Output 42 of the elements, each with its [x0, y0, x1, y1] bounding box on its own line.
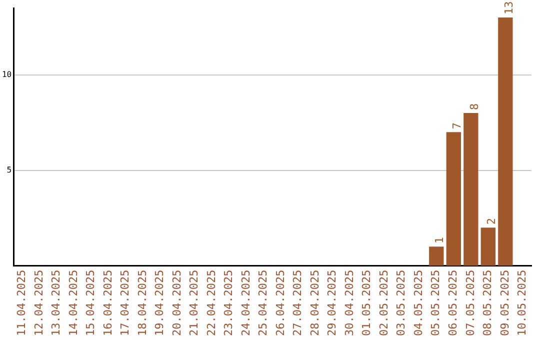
- bar: [498, 18, 513, 266]
- x-tick-label: 16.04.2025: [101, 270, 114, 336]
- x-tick-label: 23.04.2025: [222, 270, 236, 336]
- x-tick-label: 19.04.2025: [153, 270, 166, 336]
- bar: [446, 132, 461, 266]
- x-tick-label: 10.05.2025: [516, 270, 529, 336]
- x-tick-label: 11.04.2025: [15, 270, 28, 336]
- x-tick-label: 30.04.2025: [342, 270, 356, 336]
- x-tick-label: 26.04.2025: [274, 270, 287, 336]
- bar: [464, 113, 478, 266]
- data-label: 1: [433, 237, 446, 244]
- x-tick-label: 22.04.2025: [204, 270, 218, 336]
- x-tick-label: 21.04.2025: [188, 270, 201, 336]
- data-label: 2: [485, 218, 498, 225]
- x-tick-label: 01.05.2025: [360, 270, 374, 336]
- data-label: 13: [502, 1, 516, 15]
- x-tick-label: 20.04.2025: [170, 270, 184, 336]
- bar: [429, 246, 444, 266]
- x-tick-label: 04.05.2025: [412, 270, 425, 336]
- y-tick-label: 5: [6, 165, 12, 174]
- x-tick-label: 18.04.2025: [136, 270, 149, 336]
- x-tick-label: 24.04.2025: [239, 270, 252, 336]
- x-tick-label: 05.05.2025: [429, 270, 442, 336]
- x-tick-label: 12.04.2025: [32, 270, 46, 336]
- x-tick-label: 13.04.2025: [50, 270, 63, 336]
- x-tick-label: 25.04.2025: [256, 270, 270, 336]
- bar: [480, 228, 496, 266]
- x-tick-label: 02.05.2025: [377, 270, 390, 336]
- x-tick-label: 29.04.2025: [326, 270, 339, 336]
- x-tick-label: 28.04.2025: [308, 270, 322, 336]
- data-label: 8: [468, 103, 481, 110]
- x-tick-label: 08.05.2025: [481, 270, 494, 336]
- x-tick-label: 27.04.2025: [291, 270, 304, 336]
- y-tick-label: 10: [2, 70, 12, 79]
- x-tick-label: 06.05.2025: [446, 270, 460, 336]
- data-label: 7: [450, 122, 464, 130]
- x-tick-label: 14.04.2025: [66, 270, 80, 336]
- x-tick-label: 15.04.2025: [84, 270, 98, 336]
- x-tick-label: 03.05.2025: [394, 270, 408, 336]
- x-tick-label: 09.05.2025: [498, 270, 512, 336]
- x-tick-label: 17.04.2025: [118, 270, 132, 336]
- x-tick-label: 07.05.2025: [464, 270, 477, 336]
